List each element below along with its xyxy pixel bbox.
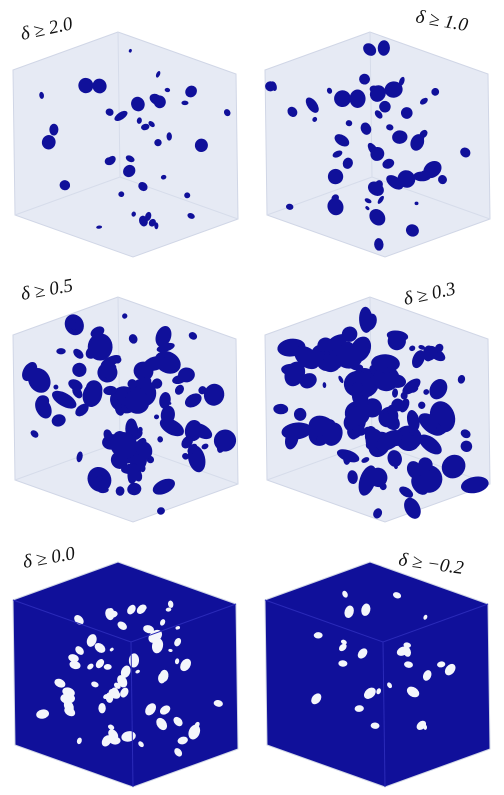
density-blob xyxy=(350,89,366,107)
panel: δ ≥ −0.2 xyxy=(265,549,490,787)
panel: δ ≥ 0.3 xyxy=(265,278,490,522)
panel: δ ≥ 0.0 xyxy=(13,543,238,787)
panel: δ ≥ 1.0 xyxy=(263,6,490,257)
void-hole xyxy=(98,703,105,713)
panel-label: δ ≥ −0.2 xyxy=(397,549,465,579)
panel-label: δ ≥ 1.0 xyxy=(414,6,470,36)
panel-label: δ ≥ 0.3 xyxy=(402,278,458,309)
panel: δ ≥ 0.5 xyxy=(13,275,240,522)
panel-label: δ ≥ 2.0 xyxy=(19,13,75,45)
figure: δ ≥ 2.0 δ ≥ 1.0 δ ≥ 0.5 δ ≥ 0.3 δ ≥ 0.0 δ ≥ −… xyxy=(0,0,504,795)
cube-box xyxy=(265,562,490,787)
panel: δ ≥ 2.0 xyxy=(13,13,238,257)
panel-label: δ ≥ 0.5 xyxy=(19,275,74,305)
panel-label: δ ≥ 0.0 xyxy=(21,543,77,573)
